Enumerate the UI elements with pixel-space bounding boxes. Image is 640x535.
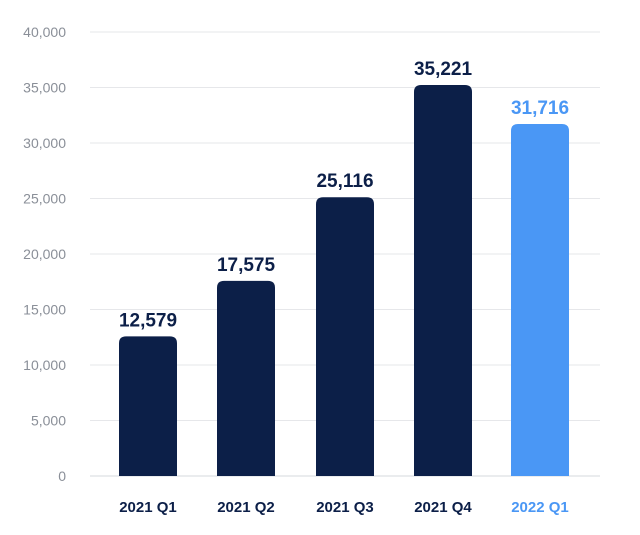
x-tick-label: 2022 Q1 — [511, 499, 569, 516]
y-tick-label: 35,000 — [23, 80, 66, 96]
data-label: 12,579 — [119, 310, 177, 331]
y-tick-label: 25,000 — [23, 191, 66, 207]
y-tick-label: 5,000 — [31, 413, 66, 429]
y-tick-label: 0 — [58, 468, 66, 484]
x-tick-label: 2021 Q3 — [316, 499, 374, 516]
y-tick-label: 15,000 — [23, 302, 66, 318]
bar-2021-q2 — [217, 280, 275, 476]
bar-2021-q4 — [414, 85, 472, 476]
data-label: 31,716 — [511, 98, 569, 119]
data-label: 35,221 — [414, 59, 473, 80]
y-tick-label: 30,000 — [23, 135, 66, 151]
y-tick-label: 20,000 — [23, 246, 66, 262]
y-axis-tick-labels: 0 5,000 10,000 15,000 20,000 25,000 30,000 35,0… — [23, 24, 66, 484]
bar-2021-q3 — [316, 197, 374, 476]
x-axis-tick-labels: 2021 Q1 2021 Q2 2021 Q3 2021 Q4 2022 Q1 — [119, 499, 569, 516]
bar-2021-q1 — [119, 336, 177, 476]
y-tick-label: 40,000 — [23, 24, 66, 40]
x-tick-label: 2021 Q2 — [217, 499, 275, 516]
bar-2022-q1 — [511, 123, 569, 477]
data-labels: 12,579 17,575 25,116 35,221 31,716 — [119, 59, 569, 331]
y-tick-label: 10,000 — [23, 357, 66, 373]
x-tick-label: 2021 Q1 — [119, 499, 177, 516]
data-label: 25,116 — [316, 171, 373, 192]
x-tick-label: 2021 Q4 — [414, 499, 472, 516]
data-label: 17,575 — [217, 255, 276, 276]
bars — [119, 85, 569, 477]
